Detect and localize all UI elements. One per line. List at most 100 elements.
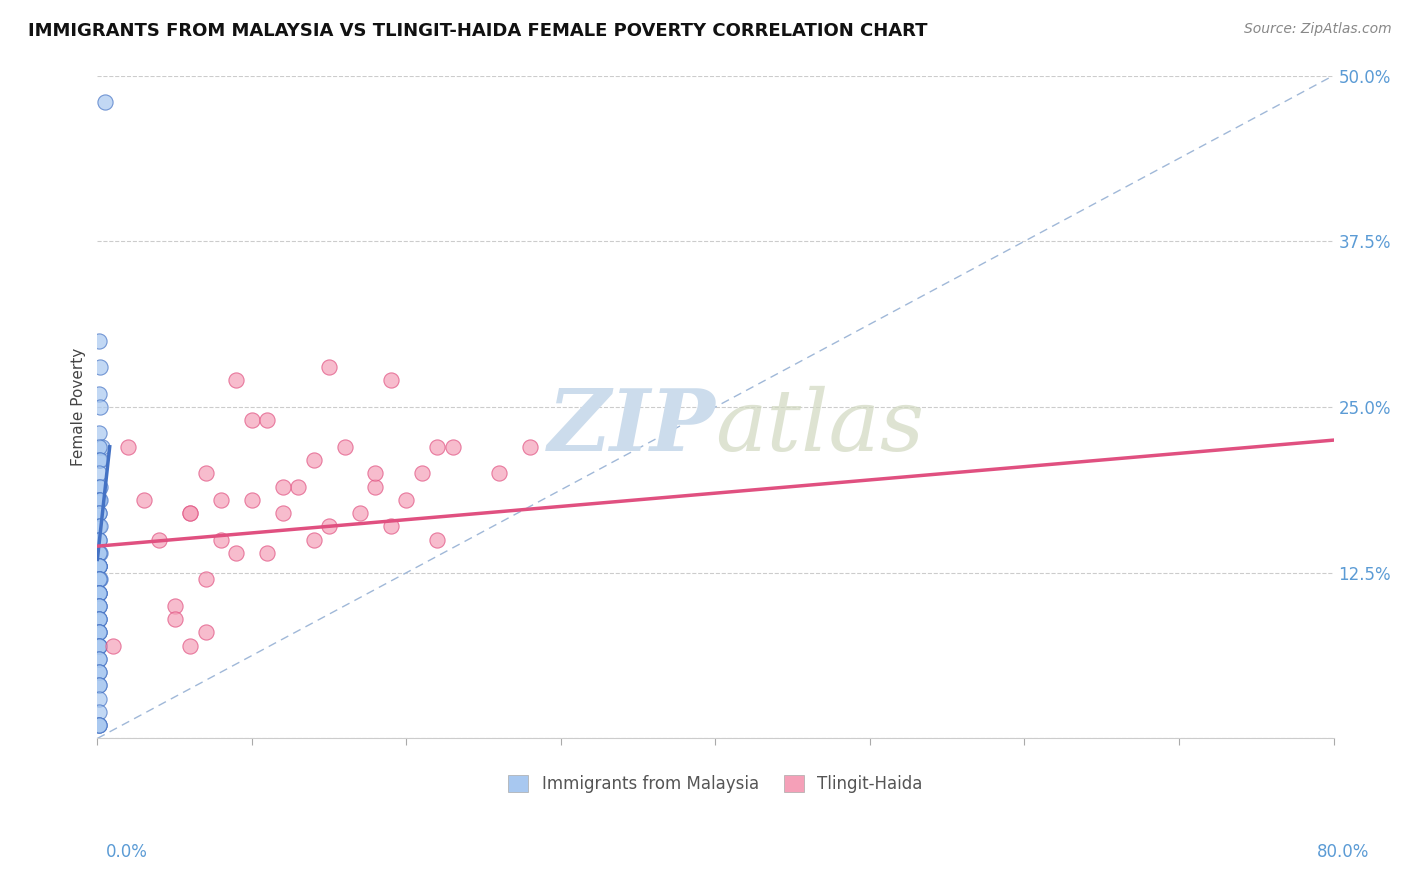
Point	[87, 652, 110, 666]
Point	[87, 533, 110, 547]
Point	[179, 506, 201, 520]
Point	[87, 572, 110, 586]
Point	[240, 492, 263, 507]
Point	[87, 492, 110, 507]
Point	[519, 440, 541, 454]
Point	[148, 533, 170, 547]
Point	[87, 506, 110, 520]
Point	[87, 467, 110, 481]
Point	[426, 440, 449, 454]
Point	[87, 625, 110, 640]
Point	[163, 599, 186, 613]
Point	[87, 559, 110, 574]
Point	[87, 585, 110, 599]
Point	[87, 334, 110, 348]
Point	[89, 572, 111, 586]
Point	[89, 453, 111, 467]
Point	[87, 718, 110, 732]
Point	[87, 718, 110, 732]
Point	[101, 639, 124, 653]
Point	[488, 467, 510, 481]
Point	[87, 453, 110, 467]
Point	[87, 599, 110, 613]
Point	[87, 546, 110, 560]
Point	[117, 440, 139, 454]
Point	[87, 506, 110, 520]
Point	[89, 360, 111, 375]
Point	[87, 612, 110, 626]
Point	[271, 506, 294, 520]
Point	[87, 559, 110, 574]
Point	[179, 506, 201, 520]
Point	[287, 479, 309, 493]
Text: ZIP: ZIP	[547, 385, 716, 468]
Point	[271, 479, 294, 493]
Legend: Immigrants from Malaysia, Tlingit-Haida: Immigrants from Malaysia, Tlingit-Haida	[498, 764, 932, 803]
Point	[441, 440, 464, 454]
Point	[209, 533, 232, 547]
Point	[256, 413, 278, 427]
Point	[87, 519, 110, 533]
Text: 80.0%: 80.0%	[1316, 843, 1369, 861]
Point	[87, 492, 110, 507]
Point	[87, 572, 110, 586]
Point	[87, 625, 110, 640]
Point	[364, 467, 387, 481]
Point	[87, 639, 110, 653]
Point	[94, 95, 117, 109]
Point	[87, 572, 110, 586]
Point	[87, 559, 110, 574]
Point	[194, 625, 217, 640]
Point	[87, 691, 110, 706]
Text: Source: ZipAtlas.com: Source: ZipAtlas.com	[1244, 22, 1392, 37]
Point	[132, 492, 155, 507]
Point	[87, 612, 110, 626]
Point	[89, 479, 111, 493]
Text: IMMIGRANTS FROM MALAYSIA VS TLINGIT-HAIDA FEMALE POVERTY CORRELATION CHART: IMMIGRANTS FROM MALAYSIA VS TLINGIT-HAID…	[28, 22, 928, 40]
Point	[87, 585, 110, 599]
Point	[426, 533, 449, 547]
Point	[87, 386, 110, 401]
Point	[179, 639, 201, 653]
Point	[87, 612, 110, 626]
Point	[87, 559, 110, 574]
Point	[87, 599, 110, 613]
Point	[87, 479, 110, 493]
Point	[87, 546, 110, 560]
Point	[87, 599, 110, 613]
Point	[91, 440, 114, 454]
Point	[395, 492, 418, 507]
Point	[349, 506, 371, 520]
Text: atlas: atlas	[716, 385, 925, 468]
Point	[87, 639, 110, 653]
Point	[411, 467, 433, 481]
Point	[364, 479, 387, 493]
Point	[225, 374, 247, 388]
Point	[87, 718, 110, 732]
Point	[87, 665, 110, 680]
Point	[209, 492, 232, 507]
Point	[194, 572, 217, 586]
Point	[89, 519, 111, 533]
Point	[87, 705, 110, 719]
Point	[89, 400, 111, 414]
Point	[87, 533, 110, 547]
Point	[302, 533, 325, 547]
Point	[87, 639, 110, 653]
Point	[87, 665, 110, 680]
Point	[318, 519, 340, 533]
Point	[240, 413, 263, 427]
Point	[87, 559, 110, 574]
Point	[87, 678, 110, 692]
Point	[163, 612, 186, 626]
Point	[380, 374, 402, 388]
Point	[318, 360, 340, 375]
Point	[87, 585, 110, 599]
Point	[87, 585, 110, 599]
Point	[225, 546, 247, 560]
Point	[87, 678, 110, 692]
Point	[256, 546, 278, 560]
Point	[89, 492, 111, 507]
Text: 0.0%: 0.0%	[105, 843, 148, 861]
Point	[380, 519, 402, 533]
